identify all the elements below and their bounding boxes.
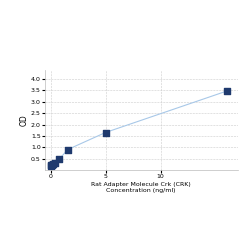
Point — [57, 157, 61, 161]
Point — [51, 162, 55, 166]
Point — [48, 164, 52, 168]
Point — [66, 148, 70, 152]
Point — [49, 163, 53, 167]
Point — [224, 89, 228, 93]
Y-axis label: OD: OD — [19, 114, 28, 126]
Point — [104, 130, 108, 134]
X-axis label: Rat Adapter Molecule Crk (CRK)
Concentration (ng/ml): Rat Adapter Molecule Crk (CRK) Concentra… — [92, 182, 191, 193]
Point — [50, 163, 54, 167]
Point — [53, 160, 57, 164]
